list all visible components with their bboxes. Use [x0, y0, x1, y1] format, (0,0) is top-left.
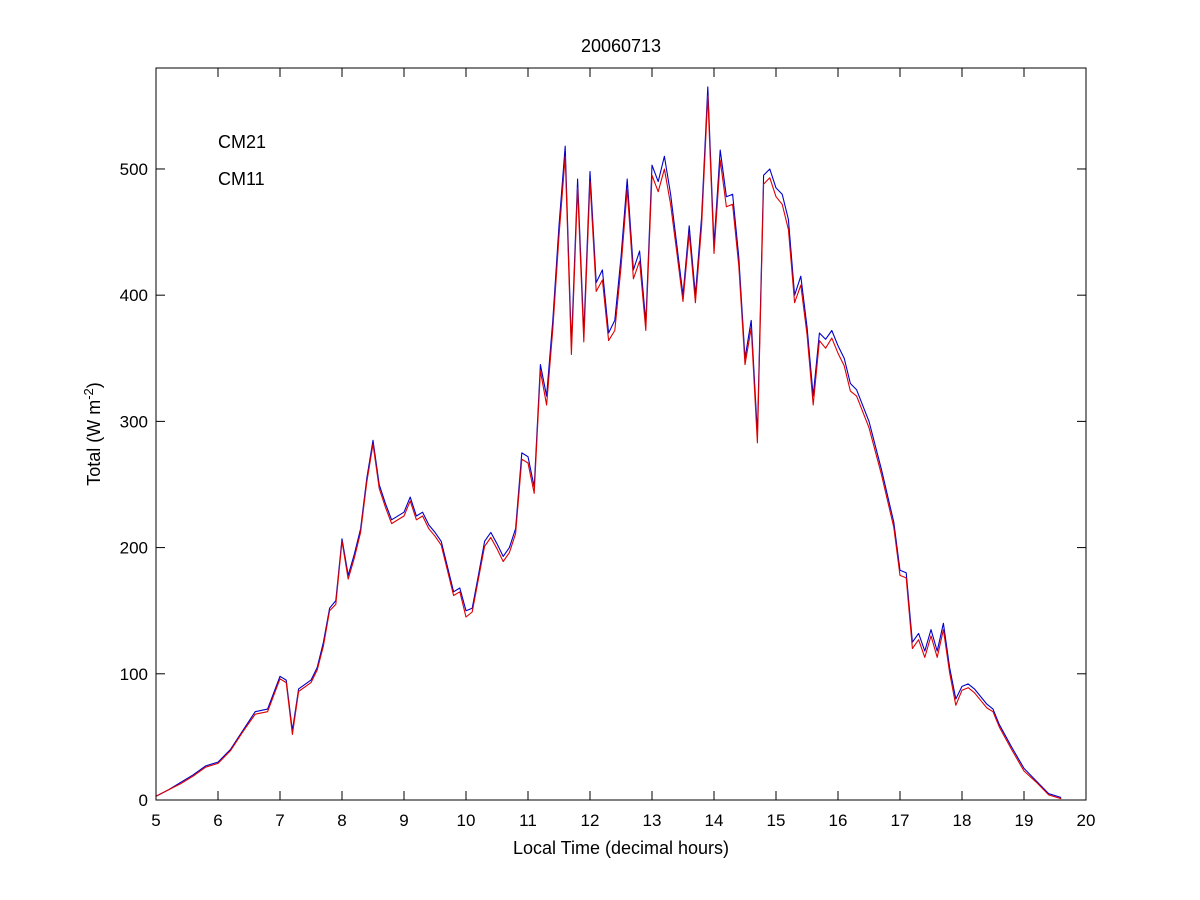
y-axis-label-prefix: Total (W m — [84, 400, 104, 486]
x-tick-label: 5 — [151, 811, 160, 830]
x-tick-label: 20 — [1077, 811, 1096, 830]
y-axis-label-suffix: ) — [84, 382, 104, 388]
chart-title: 20060713 — [581, 36, 661, 56]
x-axis-label: Local Time (decimal hours) — [513, 838, 729, 858]
x-tick-label: 16 — [829, 811, 848, 830]
x-tick-label: 19 — [1015, 811, 1034, 830]
x-tick-label: 14 — [705, 811, 724, 830]
y-axis-label: Total (W m-2) — [81, 382, 104, 486]
legend-entry-cm21: CM21 — [218, 132, 266, 152]
y-tick-label: 0 — [139, 791, 148, 810]
x-tick-label: 8 — [337, 811, 346, 830]
x-tick-label: 18 — [953, 811, 972, 830]
tick-layer: 5 6 7 8 9 10 11 12 13 14 15 16 17 18 19 200100200300400… — [120, 68, 1096, 830]
y-tick-label: 400 — [120, 286, 148, 305]
y-tick-label: 300 — [120, 412, 148, 431]
legend: CM21 CM11 — [218, 132, 266, 189]
x-tick-label: 9 — [399, 811, 408, 830]
x-tick-label: 13 — [643, 811, 662, 830]
plot-frame — [155, 67, 1087, 801]
series-line-cm21 — [155, 86, 1062, 799]
y-tick-label: 500 — [120, 160, 148, 179]
series-line-cm11 — [155, 95, 1062, 800]
x-tick-label: 6 — [213, 811, 222, 830]
x-tick-label: 12 — [581, 811, 600, 830]
legend-entry-cm11: CM11 — [218, 169, 265, 189]
y-tick-label: 200 — [120, 539, 148, 558]
y-axis-label-superscript: -2 — [81, 388, 96, 400]
x-tick-label: 11 — [519, 811, 537, 830]
x-tick-label: 17 — [891, 811, 910, 830]
y-tick-label: 100 — [120, 665, 148, 684]
x-tick-label: 7 — [275, 811, 284, 830]
series-layer — [155, 86, 1062, 800]
x-tick-label: 15 — [767, 811, 786, 830]
x-tick-label: 10 — [457, 811, 476, 830]
